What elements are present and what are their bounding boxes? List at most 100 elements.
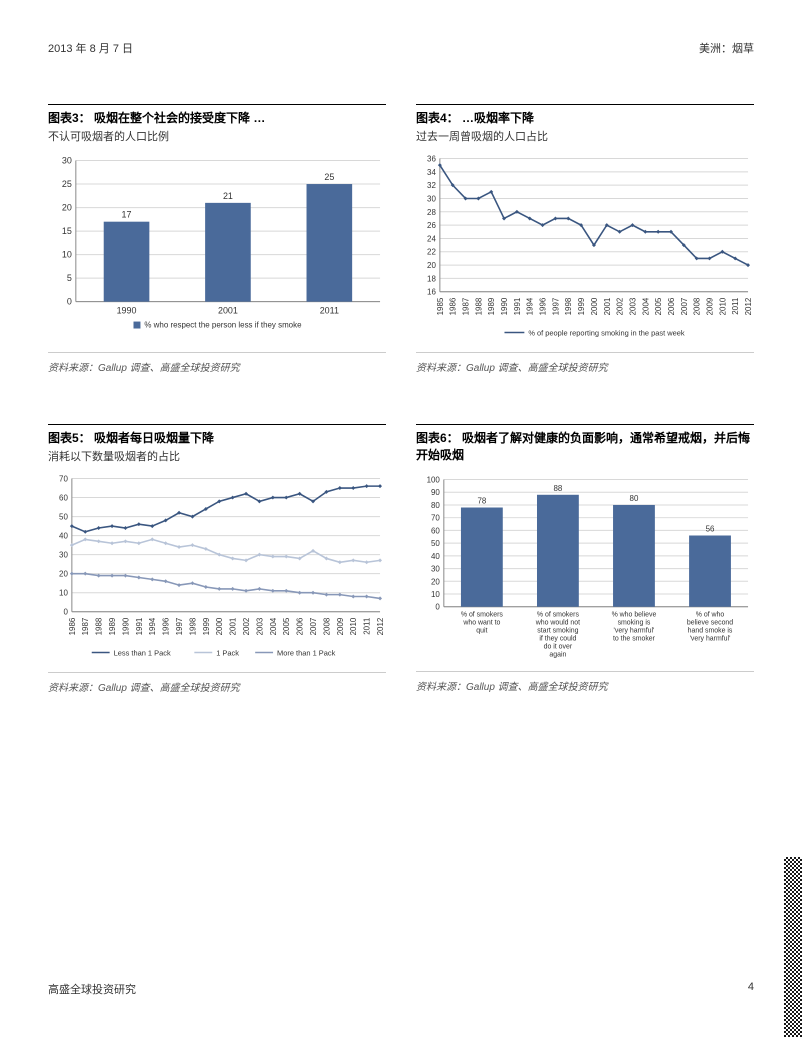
svg-text:'very harmful': 'very harmful' <box>614 628 655 635</box>
svg-text:2011: 2011 <box>320 306 339 316</box>
svg-text:70: 70 <box>431 514 440 523</box>
svg-text:'very harmful': 'very harmful' <box>690 636 731 643</box>
qr-strip <box>784 857 802 1037</box>
svg-text:20: 20 <box>431 577 440 586</box>
chart3-title-wrap: 图表3： 吸烟在整个社会的接受度下降 … <box>48 104 386 126</box>
chart5-title-wrap: 图表5： 吸烟者每日吸烟量下降 <box>48 424 386 446</box>
svg-text:30: 30 <box>427 194 436 203</box>
svg-text:1999: 1999 <box>202 617 211 635</box>
svg-text:1986: 1986 <box>68 617 77 635</box>
svg-text:34: 34 <box>427 168 436 177</box>
svg-text:26: 26 <box>427 221 436 230</box>
chart6-title: 图表6： 吸烟者了解对健康的负面影响，通常希望戒烟，并后悔开始吸烟 <box>416 429 754 463</box>
svg-text:78: 78 <box>477 497 486 506</box>
svg-text:2002: 2002 <box>242 617 251 635</box>
svg-text:believe second: believe second <box>687 620 733 627</box>
svg-text:1991: 1991 <box>135 617 144 635</box>
chart6-source: 资料来源：Gallup 调查、高盛全球投资研究 <box>416 671 754 693</box>
svg-text:again: again <box>549 651 566 658</box>
svg-text:18: 18 <box>427 274 436 283</box>
chart3-subtitle: 不认可吸烟者的人口比例 <box>48 128 386 144</box>
footer-page: 4 <box>748 981 754 997</box>
svg-text:who would not: who would not <box>535 620 580 627</box>
svg-text:2006: 2006 <box>667 297 676 315</box>
svg-text:1999: 1999 <box>577 297 586 315</box>
chart4-panel: 图表4： …吸烟率下降 过去一周曾吸烟的人口占比 161820222426283… <box>416 104 754 374</box>
svg-text:100: 100 <box>427 475 441 484</box>
svg-text:0: 0 <box>63 608 68 617</box>
svg-text:2007: 2007 <box>309 617 318 635</box>
svg-text:30: 30 <box>59 551 68 560</box>
svg-text:2000: 2000 <box>215 617 224 635</box>
svg-text:80: 80 <box>431 501 440 510</box>
svg-text:start smoking: start smoking <box>537 628 578 635</box>
svg-text:1994: 1994 <box>148 617 157 635</box>
svg-text:2001: 2001 <box>229 617 238 635</box>
svg-text:10: 10 <box>62 250 72 260</box>
footer-left: 高盛全球投资研究 <box>48 981 136 997</box>
svg-text:80: 80 <box>630 494 639 503</box>
chart4-source: 资料来源：Gallup 调查、高盛全球投资研究 <box>416 352 754 374</box>
chart6-box: 010203040506070809010078% of smokerswho … <box>416 471 754 661</box>
header-date: 2013 年 8 月 7 日 <box>48 40 133 56</box>
svg-text:28: 28 <box>427 208 436 217</box>
page-footer: 高盛全球投资研究 4 <box>48 981 754 997</box>
svg-text:20: 20 <box>59 570 68 579</box>
svg-text:2005: 2005 <box>282 617 291 635</box>
svg-text:% who respect the person less: % who respect the person less if they sm… <box>144 321 302 330</box>
svg-text:1991: 1991 <box>513 297 522 315</box>
svg-text:32: 32 <box>427 181 436 190</box>
svg-text:20: 20 <box>427 261 436 270</box>
svg-text:70: 70 <box>59 475 68 484</box>
page-header: 2013 年 8 月 7 日 美洲：烟草 <box>48 40 754 56</box>
svg-text:2008: 2008 <box>322 617 331 635</box>
svg-text:2002: 2002 <box>616 297 625 315</box>
chart5-panel: 图表5： 吸烟者每日吸烟量下降 消耗以下数量吸烟者的占比 01020304050… <box>48 424 386 694</box>
svg-text:1988: 1988 <box>474 297 483 315</box>
svg-text:2001: 2001 <box>603 297 612 315</box>
svg-text:40: 40 <box>431 552 440 561</box>
svg-text:5: 5 <box>67 273 72 283</box>
chart4-title: 图表4： …吸烟率下降 <box>416 109 754 126</box>
chart4-box: 1618202224262830323436198519861987198819… <box>416 152 754 342</box>
svg-text:25: 25 <box>324 172 334 182</box>
svg-text:20: 20 <box>62 203 72 213</box>
svg-text:1987: 1987 <box>81 617 90 635</box>
charts-grid: 图表3： 吸烟在整个社会的接受度下降 … 不认可吸烟者的人口比例 0 5 10 15 2… <box>48 104 754 694</box>
svg-text:if they could: if they could <box>539 636 576 643</box>
svg-text:1987: 1987 <box>462 297 471 315</box>
svg-text:1989: 1989 <box>108 617 117 635</box>
svg-text:1990: 1990 <box>117 306 137 316</box>
svg-text:25: 25 <box>62 179 72 189</box>
svg-text:More than 1 Pack: More than 1 Pack <box>277 648 336 657</box>
svg-text:smoking is: smoking is <box>618 620 651 627</box>
svg-text:30: 30 <box>62 155 72 165</box>
svg-text:1989: 1989 <box>487 297 496 315</box>
chart3-box: 051015202530171990212001252011% who resp… <box>48 152 386 342</box>
svg-text:hand smoke is: hand smoke is <box>688 628 733 635</box>
svg-text:24: 24 <box>427 234 436 243</box>
svg-text:1996: 1996 <box>539 297 548 315</box>
svg-text:21: 21 <box>223 191 233 201</box>
svg-text:Less than 1 Pack: Less than 1 Pack <box>114 648 171 657</box>
chart5-title: 图表5： 吸烟者每日吸烟量下降 <box>48 429 386 446</box>
svg-text:0: 0 <box>435 603 440 612</box>
svg-text:% who believe: % who believe <box>612 612 657 619</box>
svg-text:2009: 2009 <box>336 617 345 635</box>
svg-text:1997: 1997 <box>551 297 560 315</box>
svg-text:1 Pack: 1 Pack <box>216 648 239 657</box>
svg-text:2004: 2004 <box>641 297 650 315</box>
svg-text:1994: 1994 <box>526 297 535 315</box>
svg-text:% of who: % of who <box>696 612 725 619</box>
svg-text:15: 15 <box>62 226 72 236</box>
svg-text:22: 22 <box>427 248 436 257</box>
svg-text:1990: 1990 <box>500 297 509 315</box>
svg-text:88: 88 <box>553 484 562 493</box>
svg-text:2007: 2007 <box>680 297 689 315</box>
svg-text:2004: 2004 <box>269 617 278 635</box>
svg-text:10: 10 <box>431 590 440 599</box>
svg-text:2010: 2010 <box>349 617 358 635</box>
svg-text:60: 60 <box>431 526 440 535</box>
svg-text:2003: 2003 <box>255 617 264 635</box>
svg-text:2008: 2008 <box>693 297 702 315</box>
